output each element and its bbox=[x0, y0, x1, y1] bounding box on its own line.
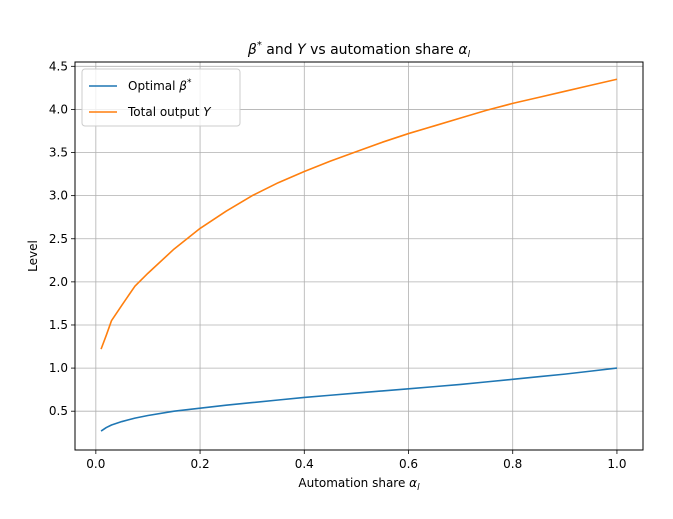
y-tick-label: 2.5 bbox=[49, 232, 68, 246]
title-alpha: α bbox=[458, 42, 468, 58]
x-tick-label: 1.0 bbox=[607, 457, 626, 471]
x-axis-label-alpha: α bbox=[409, 476, 417, 490]
legend-label-optimal-beta-sup: * bbox=[187, 78, 192, 88]
series-line-total-output bbox=[100, 78, 618, 350]
legend-box bbox=[81, 68, 241, 127]
title-y: Y bbox=[297, 42, 307, 58]
title-alpha-sub: l bbox=[468, 50, 471, 60]
plot-area bbox=[75, 62, 643, 450]
x-axis-label-sub: l bbox=[417, 483, 420, 493]
legend-label-optimal-beta-text: Optimal bbox=[128, 79, 179, 93]
legend-label-total-output: Total output Y bbox=[127, 105, 212, 119]
legend-label-total-output-sym: Y bbox=[203, 105, 212, 119]
x-tick-label: 0.4 bbox=[295, 457, 314, 471]
x-axis-label: Automation share αl bbox=[298, 476, 420, 493]
title-and: and bbox=[262, 42, 297, 58]
legend: Optimal β* Total output Y bbox=[81, 68, 241, 127]
grid-lines bbox=[75, 62, 643, 450]
legend-label-optimal-beta: Optimal β* bbox=[128, 78, 192, 93]
title-beta-sup: * bbox=[257, 40, 262, 51]
y-tick-label: 2.0 bbox=[49, 275, 68, 289]
y-tick-label: 1.0 bbox=[49, 361, 68, 375]
plot-frame bbox=[74, 61, 644, 451]
title-beta: β bbox=[247, 42, 257, 58]
series-layer bbox=[100, 78, 618, 432]
y-tick-label: 3.0 bbox=[49, 189, 68, 203]
y-tick-label: 3.5 bbox=[49, 146, 68, 160]
legend-label-optimal-beta-sym: β bbox=[178, 79, 187, 93]
chart-title: β* and Y vs automation share αl bbox=[247, 40, 471, 60]
legend-label-total-output-text: Total output bbox=[127, 105, 203, 119]
y-axis-label: Level bbox=[26, 240, 40, 272]
series-line-optimal-beta bbox=[100, 367, 618, 432]
ticks: 0.0 0.2 0.4 0.6 0.8 1.0 0.5 1.0 1.5 2.0 2.5 3.0 3.5 4… bbox=[49, 59, 627, 471]
y-tick-label: 4.0 bbox=[49, 102, 68, 116]
y-tick-label: 0.5 bbox=[49, 404, 68, 418]
title-mid: vs automation share bbox=[306, 42, 459, 58]
x-tick-label: 0.2 bbox=[191, 457, 210, 471]
x-axis-label-text: Automation share bbox=[298, 476, 409, 490]
x-tick-label: 0.6 bbox=[399, 457, 418, 471]
x-tick-label: 0.8 bbox=[503, 457, 522, 471]
x-tick-label: 0.0 bbox=[86, 457, 105, 471]
y-tick-label: 4.5 bbox=[49, 59, 68, 73]
y-tick-label: 1.5 bbox=[49, 318, 68, 332]
